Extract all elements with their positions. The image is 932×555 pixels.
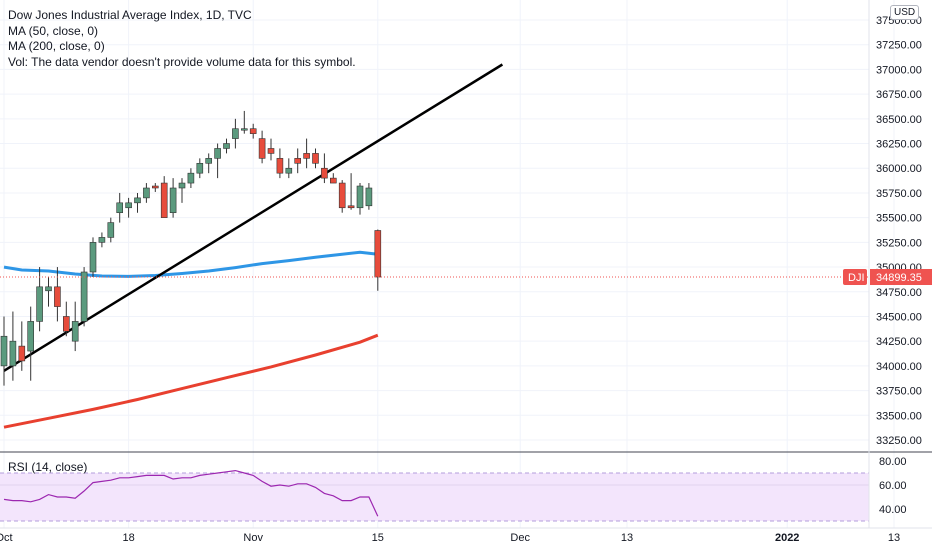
candle-body [214,148,221,159]
rsi-axis-label: 80.00 [879,456,907,468]
candle-body [160,182,168,218]
candle-body [223,143,230,149]
candle-body [9,340,17,367]
time-axis-label: 18 [122,532,134,544]
price-axis-label: 36000.00 [876,163,922,175]
candle-body [45,286,52,292]
last-price-value-badge [870,269,932,286]
candle-body [249,128,257,134]
price-axis-label: 33750.00 [876,386,922,398]
chart-legend: Dow Jones Industrial Average Index, 1D, … [8,8,356,70]
candle-body [205,158,212,164]
candle-body [196,162,204,174]
candle-body [125,202,132,209]
legend-ma200: MA (200, close, 0) [8,39,105,53]
candle-body [36,286,43,322]
time-axis-label: Dec [510,532,530,544]
candle-body [143,187,150,199]
candle-body [116,202,123,214]
last-price-value: 34899.35 [876,272,922,284]
rsi-legend: RSI (14, close) [8,460,88,474]
candle-body [285,167,293,174]
candle-body [329,177,337,184]
candle-body [365,187,373,207]
candle-body [312,153,319,164]
price-axis-label: 37000.00 [876,64,922,76]
time-axis-label: Oct [0,532,13,544]
candle-body [18,345,26,362]
last-price-symbol-badge [843,269,867,286]
candle-body [321,167,328,179]
price-axis-label: 34000.00 [876,361,922,373]
legend-volume: Vol: The data vendor doesn't provide vol… [8,54,356,69]
rsi-axis-label: 40.00 [879,504,907,516]
candle-body [178,182,186,189]
candle-body [241,128,248,131]
candle-body [303,153,310,159]
candle-body [107,222,115,238]
price-axis-label: 34250.00 [876,336,922,348]
candle-body [89,242,97,273]
price-axis-label: 36500.00 [876,114,922,126]
time-axis-label: 2022 [775,532,799,544]
candle-body [98,237,106,243]
price-axis-label: 35500.00 [876,213,922,225]
candle-body [258,138,266,159]
candle-body [80,271,88,322]
legend-title: Dow Jones Industrial Average Index, 1D, … [8,8,252,22]
time-axis-label: 15 [372,532,384,544]
legend-ma50: MA (50, close, 0) [8,23,99,38]
candle-body [356,185,364,209]
candle-body [338,182,346,209]
ma50-line [3,250,378,278]
price-axis-label: 33500.00 [876,410,922,422]
rsi-band [0,473,869,521]
last-price-symbol: DJI [848,272,865,284]
time-axis-label: 13 [888,532,900,544]
candle-body [374,230,382,278]
candle-body [27,321,35,352]
rsi-axis-label: 60.00 [879,480,907,492]
candle-body [62,316,70,332]
candle-body [276,158,284,174]
price-axis-label: 34750.00 [876,287,922,299]
time-axis-label: Nov [243,532,263,544]
price-axis-label: 37250.00 [876,40,922,52]
candle-body [294,158,302,164]
price-axis-label: 36750.00 [876,89,922,101]
currency-badge[interactable]: USD [890,5,920,20]
candle-body [187,172,195,184]
price-axis-label: 35750.00 [876,188,922,200]
ma200-line [3,333,379,429]
price-axis-label: 35250.00 [876,237,922,249]
time-axis-label: 13 [621,532,633,544]
candle-body [134,197,141,204]
candle-body [347,205,355,209]
candle-body [0,335,8,367]
candle-body [152,185,159,189]
candle-body [71,321,79,342]
candle-body [232,128,239,139]
candle-body [169,187,177,214]
price-axis-label: 33250.00 [876,435,922,447]
price-axis-label: 36250.00 [876,139,922,151]
price-axis-label: 34500.00 [876,311,922,323]
candle-body [267,148,275,154]
rsi-line [3,469,379,517]
candle-body [54,286,61,307]
